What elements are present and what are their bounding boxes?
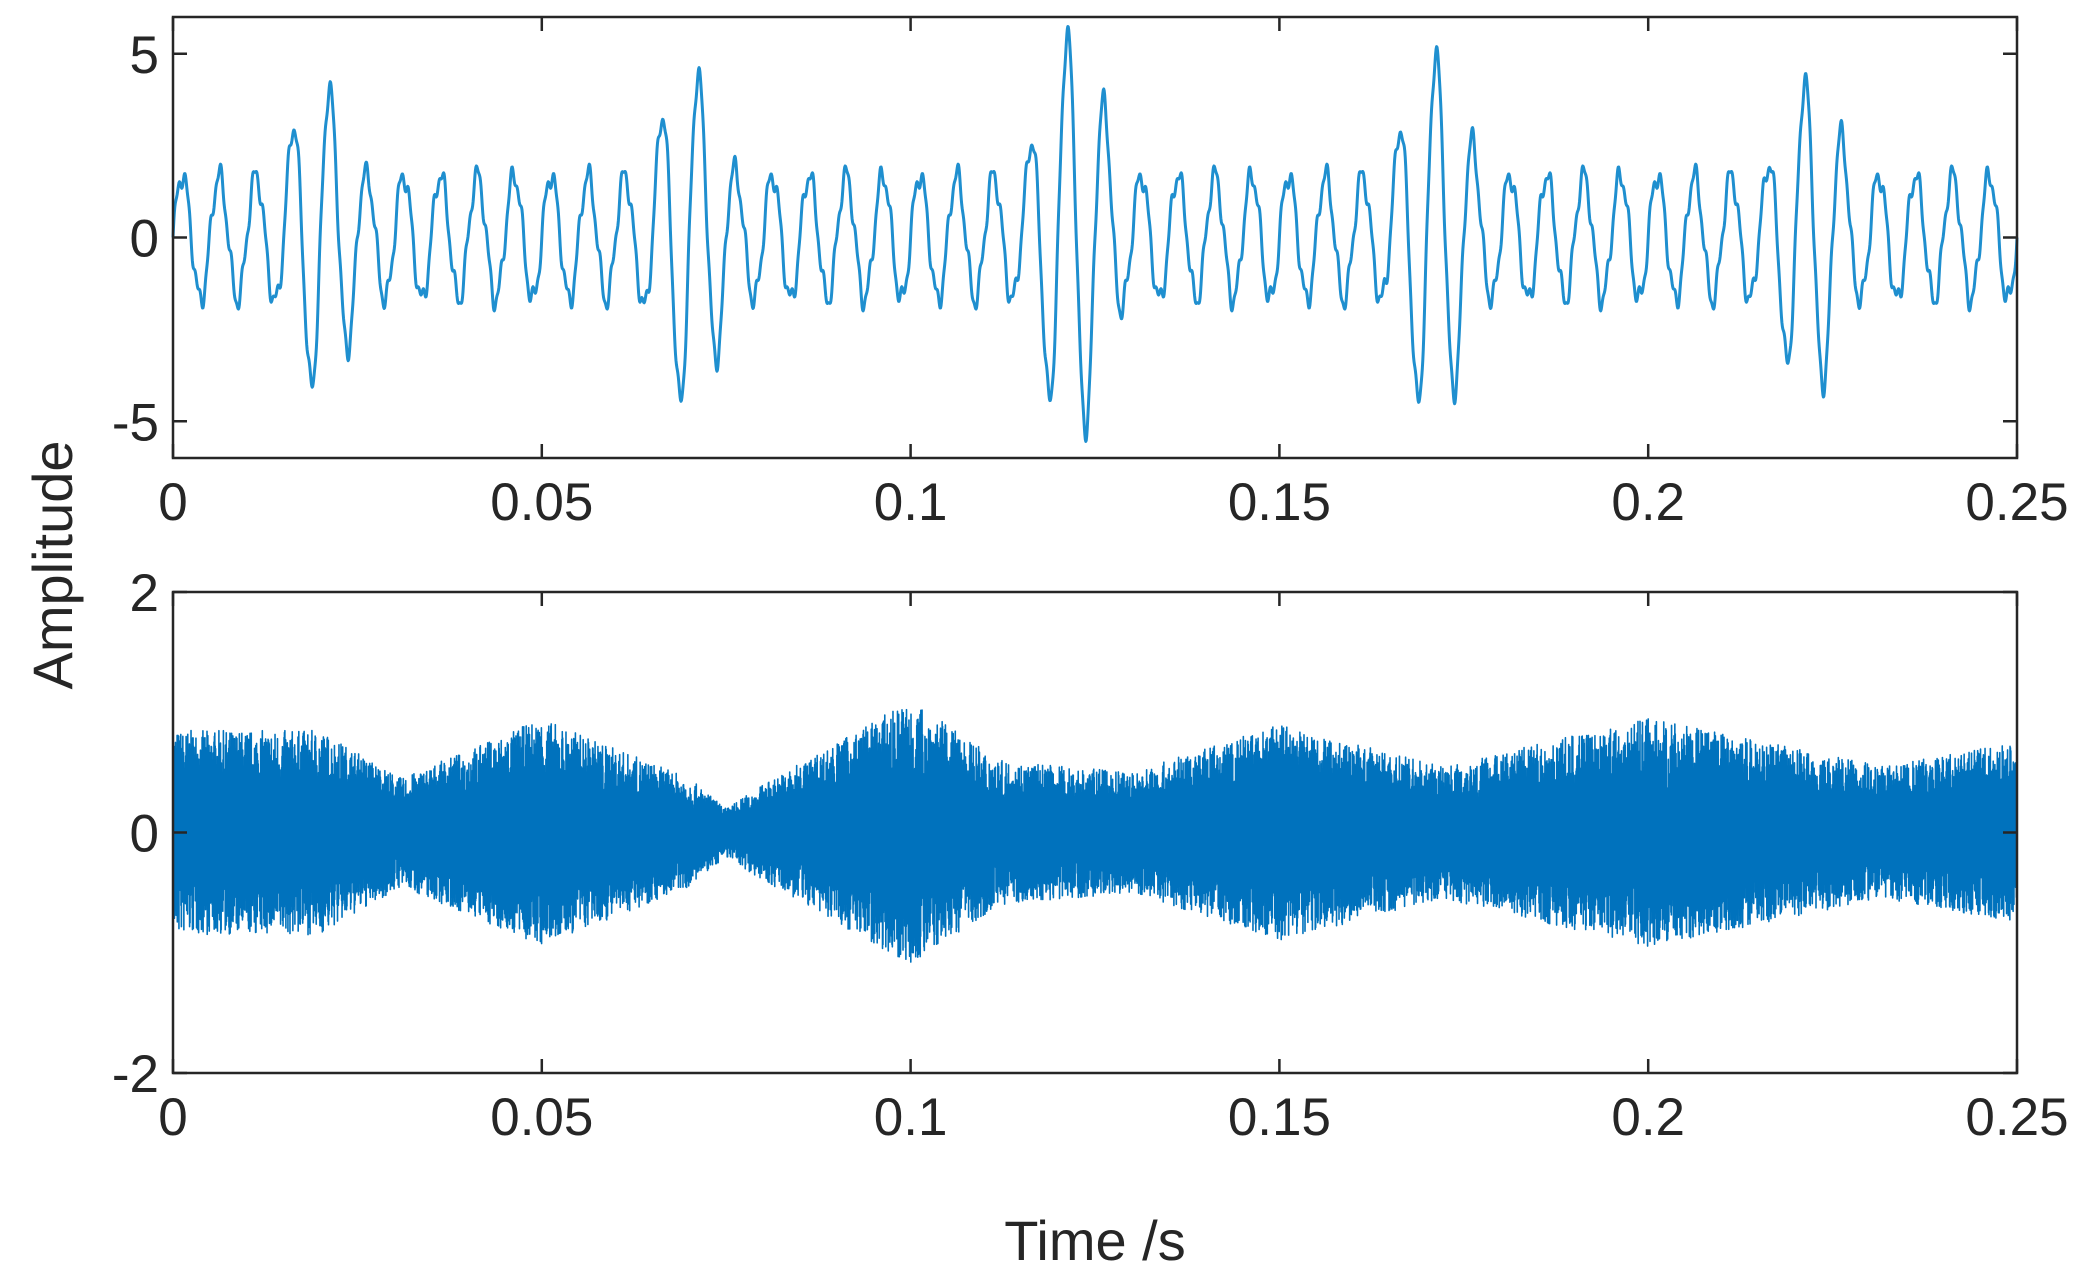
top-xtick-label: 0.2 [1611,473,1685,532]
bottom-ytick-label: -2 [112,1045,159,1104]
top-ticks: 0 0.05 0.1 0.15 0.2 0.25 5 0 -5 [112,17,2069,532]
bottom-signal [172,708,2018,963]
top-ytick-label: 5 [130,26,159,85]
top-xtick-label: 0.05 [490,473,593,532]
top-signal [171,25,2019,443]
bottom-signal-line [172,708,2018,963]
top-xtick-label: 0 [158,473,187,532]
top-xtick-label: 0.25 [1965,473,2068,532]
x-axis-label: Time /s [1004,1209,1185,1272]
top-ytick-label: -5 [112,393,159,452]
y-axis-label: Amplitude [21,440,84,689]
top-panel: 0 0.05 0.1 0.15 0.2 0.25 5 0 -5 [112,15,2069,532]
bottom-xtick-label: 0.25 [1965,1088,2068,1147]
bottom-xtick-label: 0.1 [874,1088,948,1147]
bottom-ytick-label: 0 [130,805,159,864]
top-signal-line [171,25,2019,443]
bottom-xtick-label: 0.15 [1228,1088,1331,1147]
top-xtick-label: 0.15 [1228,473,1331,532]
bottom-ytick-label: 2 [130,564,159,623]
bottom-xtick-label: 0 [158,1088,187,1147]
top-xtick-label: 0.1 [874,473,948,532]
top-ytick-label: 0 [130,210,159,269]
bottom-xtick-label: 0.2 [1611,1088,1685,1147]
bottom-xtick-label: 0.05 [490,1088,593,1147]
